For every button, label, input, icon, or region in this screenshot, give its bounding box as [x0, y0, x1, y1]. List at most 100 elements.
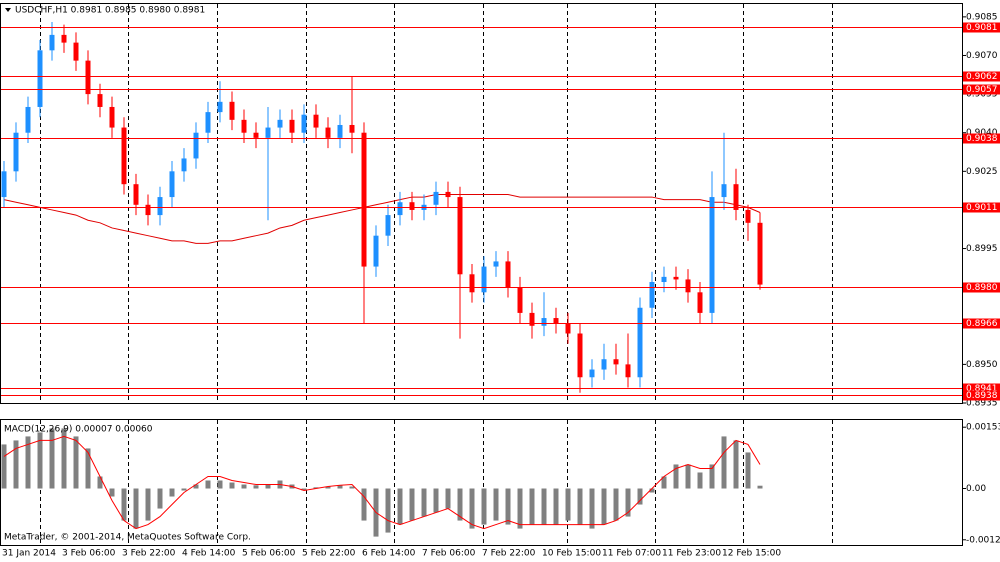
macd-bar: [481, 488, 487, 525]
candle-body: [73, 42, 79, 61]
macd-bar: [601, 488, 607, 525]
candle-body: [733, 184, 739, 210]
price-level-tag: [963, 84, 1000, 95]
candle-body: [745, 209, 751, 223]
macd-bar: [145, 488, 151, 521]
x-tick-label: 12 Feb 15:00: [722, 549, 781, 559]
y-tick-label: 0.9025: [966, 167, 998, 177]
candle-body: [265, 127, 271, 138]
candle-body: [613, 359, 619, 365]
macd-bar: [433, 488, 439, 513]
candle-body: [553, 318, 559, 324]
macd-bar: [397, 488, 403, 525]
moving-average: [3, 193, 761, 244]
candle-body: [397, 202, 403, 216]
macd-bar: [37, 432, 43, 489]
candle-body: [469, 274, 475, 293]
candle-body: [37, 50, 43, 107]
macd-bar: [457, 488, 463, 521]
macd-bar: [73, 436, 79, 489]
price-level-label: 0.8938: [966, 391, 998, 401]
macd-bar: [421, 488, 427, 517]
y-tick-label: 0.9055: [966, 90, 998, 100]
price-level-label: 0.9062: [966, 72, 998, 82]
macd-bar: [193, 484, 199, 489]
x-tick-label: 10 Feb 15:00: [542, 549, 601, 559]
macd-bar: [121, 488, 127, 521]
x-tick-label: 5 Feb 06:00: [242, 549, 296, 559]
candle-body: [337, 124, 343, 138]
candle-body: [1, 171, 7, 198]
candle-body: [673, 276, 679, 280]
chart-title: USDCHF,H1 0.8981 0.8985 0.8980 0.8981: [15, 6, 205, 16]
candle-body: [49, 34, 55, 51]
candle-body: [121, 127, 127, 185]
price-level-label: 0.8966: [966, 319, 998, 329]
macd-bar: [217, 480, 223, 489]
candle-body: [697, 292, 703, 313]
candle-body: [721, 184, 727, 198]
price-level-label: 0.8941: [966, 384, 998, 394]
candle-body: [361, 132, 367, 267]
macd-bar: [97, 476, 103, 489]
x-tick-label: 5 Feb 22:00: [302, 549, 356, 559]
macd-bar: [613, 488, 619, 521]
price-level-tag: [963, 133, 1000, 144]
x-tick-label: 31 Jan 2014: [2, 549, 56, 559]
x-tick-label: 6 Feb 14:00: [362, 549, 416, 559]
macd-bar: [529, 488, 535, 525]
y-tick-label: 0.8935: [966, 399, 998, 409]
macd-bar: [697, 472, 703, 489]
macd-bar: [709, 464, 715, 489]
macd-bar: [745, 452, 751, 489]
candle-body: [625, 364, 631, 378]
macd-bar: [493, 488, 499, 521]
plot: 0.90850.90700.90550.90400.90250.90100.89…: [1, 12, 1000, 559]
candle-body: [13, 132, 19, 172]
x-tick-label: 11 Feb 07:00: [602, 549, 661, 559]
macd-bar: [133, 488, 139, 529]
price-level-label: 0.8980: [966, 283, 998, 293]
x-tick-label: 4 Feb 14:00: [182, 549, 236, 559]
macd-bar: [469, 488, 475, 529]
candle-body: [373, 235, 379, 267]
time-grid: [40, 4, 833, 545]
macd-bar: [505, 488, 511, 525]
indicator-title: MACD(12,26,9) 0.00007 0.00060: [4, 425, 153, 435]
price-level-tag: [963, 318, 1000, 329]
candle-body: [241, 119, 247, 133]
macd-bar: [541, 488, 547, 525]
macd-bar: [385, 488, 391, 533]
macd-bar: [685, 464, 691, 489]
candle-body: [145, 204, 151, 216]
candle-body: [517, 287, 523, 313]
copyright: MetaTrader, © 2001-2014, MetaQuotes Soft…: [4, 533, 251, 543]
candle-body: [601, 359, 607, 370]
price-level-tag: [963, 71, 1000, 82]
macd-bar: [553, 488, 559, 525]
macd-bar: [169, 488, 175, 497]
candle-body: [349, 124, 355, 133]
macd-bar: [361, 488, 367, 521]
y-tick-label: 0.9040: [966, 128, 998, 138]
candle-body: [229, 101, 235, 120]
candle-body: [289, 119, 295, 133]
candle-body: [445, 191, 451, 198]
macd-bar: [445, 488, 451, 509]
macd-bar: [25, 436, 31, 489]
macd-bar: [229, 482, 235, 489]
macd-bar: [265, 484, 271, 489]
macd-bar: [85, 448, 91, 489]
x-tick-label: 3 Feb 22:00: [122, 549, 176, 559]
candle-body: [301, 114, 307, 133]
macd-panel-frame: [0, 419, 963, 546]
x-tick-label: 7 Feb 22:00: [482, 549, 536, 559]
price-level-label: 0.9081: [966, 23, 998, 33]
candle-body: [217, 101, 223, 113]
price-level-tag: [963, 383, 1000, 394]
candle-body: [61, 34, 67, 43]
candle-body: [157, 197, 163, 216]
candle-body: [313, 114, 319, 128]
macd-bar: [325, 486, 331, 489]
